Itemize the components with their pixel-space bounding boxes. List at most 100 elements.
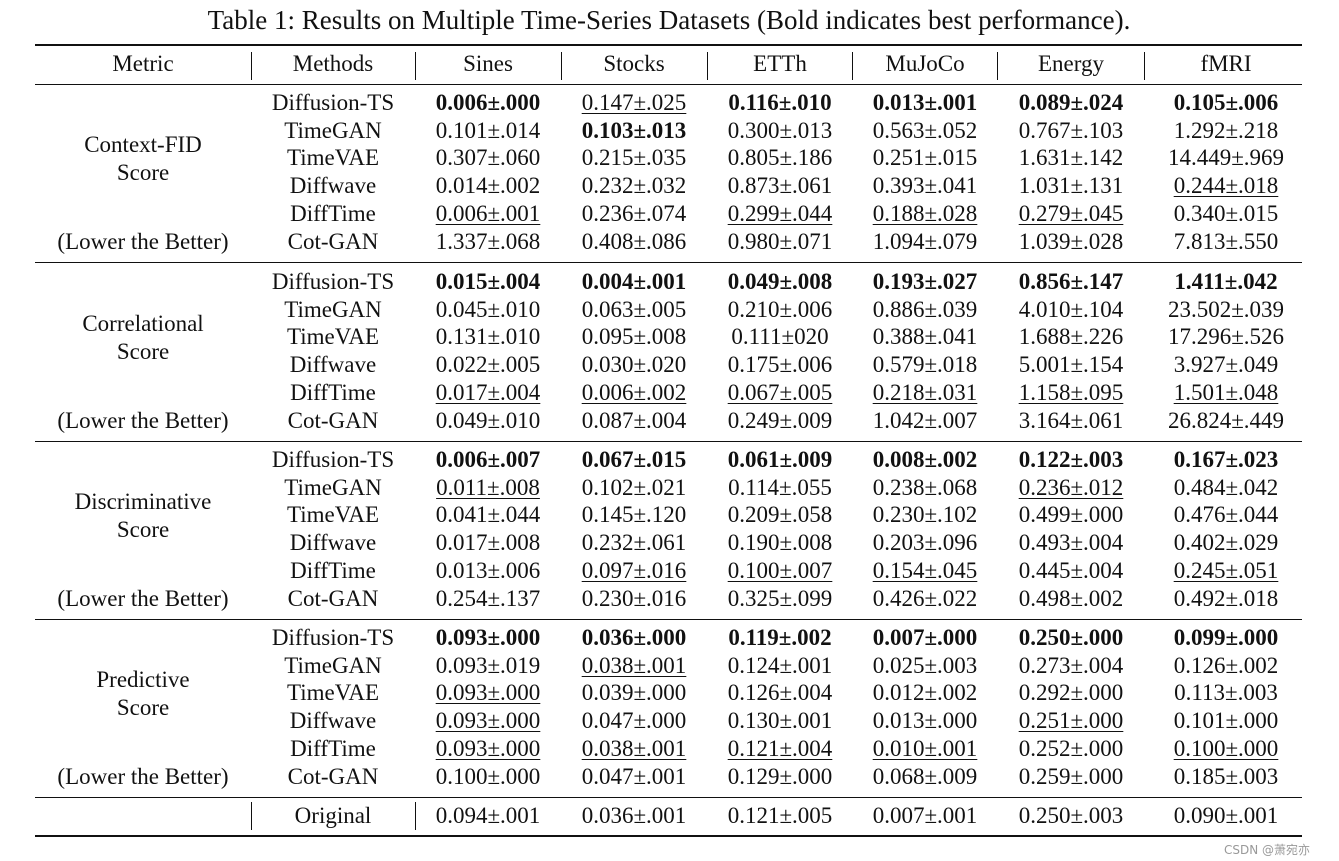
- row-separator: [251, 802, 252, 830]
- method-cell: Cot-GAN: [287, 763, 379, 789]
- value-cell: 0.093±.000: [435, 708, 541, 734]
- value-cell: 0.004±.001: [581, 269, 687, 294]
- value-cell: 0.236±.074: [581, 200, 687, 226]
- value-cell: 1.631±.142: [1018, 145, 1124, 171]
- metric-label: Discriminative: [74, 489, 212, 514]
- value-cell: 0.340±.015: [1173, 200, 1279, 226]
- value-cell: 0.015±.004: [435, 269, 541, 294]
- header-cell: MuJoCo: [885, 51, 965, 76]
- method-cell: TimeVAE: [286, 145, 380, 171]
- header-separator: [561, 52, 562, 80]
- method-cell: Cot-GAN: [287, 585, 379, 611]
- method-cell: Original: [294, 803, 372, 828]
- value-cell: 0.259±.000: [1018, 763, 1124, 789]
- value-cell: 0.250±.003: [1018, 803, 1124, 828]
- method-cell: TimeGAN: [284, 296, 382, 322]
- header-separator: [415, 52, 416, 80]
- value-cell: 0.292±.000: [1018, 680, 1124, 706]
- header-cell: fMRI: [1200, 51, 1252, 76]
- method-cell: Diffwave: [289, 530, 377, 556]
- value-cell: 0.010±.001: [872, 735, 978, 761]
- value-cell: 0.230±.102: [872, 502, 978, 528]
- value-cell: 1.158±.095: [1018, 379, 1124, 405]
- method-cell: TimeGAN: [284, 117, 382, 143]
- value-cell: 0.017±.004: [435, 379, 541, 405]
- value-cell: 0.147±.025: [581, 90, 687, 115]
- metric-note: (Lower the Better): [57, 585, 229, 611]
- value-cell: 0.244±.018: [1173, 173, 1279, 199]
- value-cell: 0.025±.003: [872, 652, 978, 678]
- value-cell: 1.501±.048: [1173, 379, 1279, 405]
- block-rule: [35, 261, 1302, 263]
- value-cell: 0.203±.096: [872, 530, 978, 556]
- value-cell: 0.102±.021: [581, 474, 687, 500]
- value-cell: 0.499±.000: [1018, 502, 1124, 528]
- value-cell: 0.014±.002: [435, 173, 541, 199]
- value-cell: 0.022±.005: [435, 352, 541, 378]
- value-cell: 0.251±.015: [872, 145, 978, 171]
- value-cell: 0.041±.044: [435, 502, 541, 528]
- value-cell: 0.245±.051: [1173, 557, 1279, 583]
- value-cell: 0.100±.000: [1173, 735, 1279, 761]
- header-rule: [35, 84, 1302, 85]
- value-cell: 0.131±.010: [435, 324, 541, 350]
- value-cell: 0.273±.004: [1018, 652, 1124, 678]
- value-cell: 0.095±.008: [581, 324, 687, 350]
- value-cell: 0.767±.103: [1018, 117, 1124, 143]
- value-cell: 0.012±.002: [872, 680, 978, 706]
- value-cell: 0.094±.001: [435, 803, 541, 828]
- value-cell: 0.047±.000: [581, 708, 687, 734]
- value-cell: 0.089±.024: [1018, 90, 1124, 115]
- header-cell: Methods: [292, 51, 374, 76]
- value-cell: 0.230±.016: [581, 585, 687, 611]
- value-cell: 0.101±.014: [435, 117, 541, 143]
- block-rule: [35, 440, 1302, 442]
- value-cell: 0.006±.002: [581, 379, 687, 405]
- value-cell: 0.038±.001: [581, 735, 687, 761]
- header-cell: Metric: [112, 51, 174, 76]
- metric-label: Score: [116, 517, 170, 542]
- metric-label: Context-FID: [84, 132, 202, 157]
- value-cell: 0.493±.004: [1018, 530, 1124, 556]
- value-cell: 0.049±.010: [435, 407, 541, 433]
- value-cell: 0.254±.137: [435, 585, 541, 611]
- value-cell: 1.031±.131: [1018, 173, 1124, 199]
- value-cell: 0.251±.000: [1018, 708, 1124, 734]
- table-title: Table 1: Results on Multiple Time-Series…: [207, 5, 1131, 35]
- value-cell: 0.129±.000: [727, 763, 833, 789]
- method-cell: TimeGAN: [284, 474, 382, 500]
- value-cell: 0.097±.016: [581, 557, 687, 583]
- header-cell: ETTh: [753, 51, 807, 76]
- value-cell: 0.100±.000: [435, 763, 541, 789]
- value-cell: 0.006±.001: [435, 200, 541, 226]
- value-cell: 0.238±.068: [872, 474, 978, 500]
- value-cell: 7.813±.550: [1173, 228, 1279, 254]
- value-cell: 0.175±.006: [727, 352, 833, 378]
- value-cell: 0.299±.044: [727, 200, 833, 226]
- value-cell: 0.250±.000: [1018, 625, 1124, 650]
- value-cell: 0.061±.009: [727, 447, 833, 472]
- value-cell: 0.099±.000: [1173, 625, 1279, 650]
- value-cell: 4.010±.104: [1018, 296, 1124, 322]
- method-cell: DiffTime: [290, 735, 376, 761]
- value-cell: 0.011±.008: [436, 474, 540, 500]
- value-cell: 0.232±.061: [581, 530, 687, 556]
- value-cell: 0.279±.045: [1018, 200, 1124, 226]
- value-cell: 0.100±.007: [727, 557, 833, 583]
- method-cell: Diffusion-TS: [271, 447, 395, 472]
- value-cell: 0.325±.099: [727, 585, 833, 611]
- value-cell: 26.824±.449: [1167, 407, 1285, 433]
- value-cell: 1.039±.028: [1018, 228, 1124, 254]
- value-cell: 0.116±.010: [728, 90, 832, 115]
- value-cell: 0.049±.008: [727, 269, 833, 294]
- value-cell: 0.498±.002: [1018, 585, 1124, 611]
- value-cell: 0.017±.008: [435, 530, 541, 556]
- value-cell: 0.114±.055: [728, 474, 832, 500]
- value-cell: 0.307±.060: [435, 145, 541, 171]
- header-cell: Energy: [1037, 51, 1105, 76]
- value-cell: 1.292±.218: [1173, 117, 1279, 143]
- value-cell: 0.030±.020: [581, 352, 687, 378]
- value-cell: 0.492±.018: [1173, 585, 1279, 611]
- method-cell: TimeVAE: [286, 680, 380, 706]
- value-cell: 0.393±.041: [872, 173, 978, 199]
